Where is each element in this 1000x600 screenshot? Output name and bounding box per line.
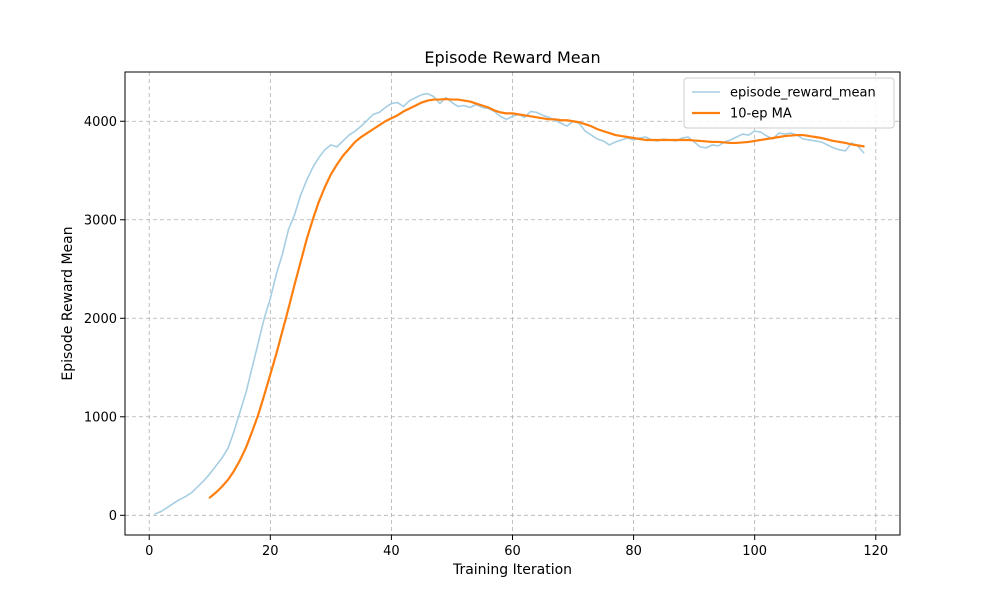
legend-label-episode-reward-mean: episode_reward_mean	[730, 86, 876, 101]
chart-title: Episode Reward Mean	[424, 48, 600, 67]
ticks-layer: 0 20 40 60 80 100 120 0 1000 2000 3000 4000	[84, 115, 888, 559]
y-tick-label: 0	[109, 509, 117, 524]
x-tick-label: 100	[742, 544, 767, 559]
series-layer	[154, 92, 865, 515]
legend-box	[683, 77, 895, 129]
x-tick-label: 120	[863, 544, 888, 559]
y-tick-label: 1000	[84, 410, 117, 425]
x-axis-label: Training Iteration	[452, 562, 572, 578]
grid-layer	[125, 72, 900, 535]
y-tick-label: 3000	[84, 213, 117, 228]
x-tick-label: 20	[262, 544, 279, 559]
x-tick-label: 80	[625, 544, 642, 559]
y-tick-label: 4000	[84, 115, 117, 130]
y-tick-label: 2000	[84, 312, 117, 327]
legend-label-10-ep-ma: 10-ep MA	[730, 107, 792, 122]
x-tick-label: 0	[145, 544, 153, 559]
x-tick-label: 40	[383, 544, 400, 559]
series-line-episode-reward-mean	[154, 92, 865, 515]
x-tick-label: 60	[504, 544, 521, 559]
series-line-10-ep-ma	[208, 97, 865, 499]
y-axis-label: Episode Reward Mean	[60, 226, 76, 380]
legend: episode_reward_mean 10-ep MA	[683, 77, 895, 129]
